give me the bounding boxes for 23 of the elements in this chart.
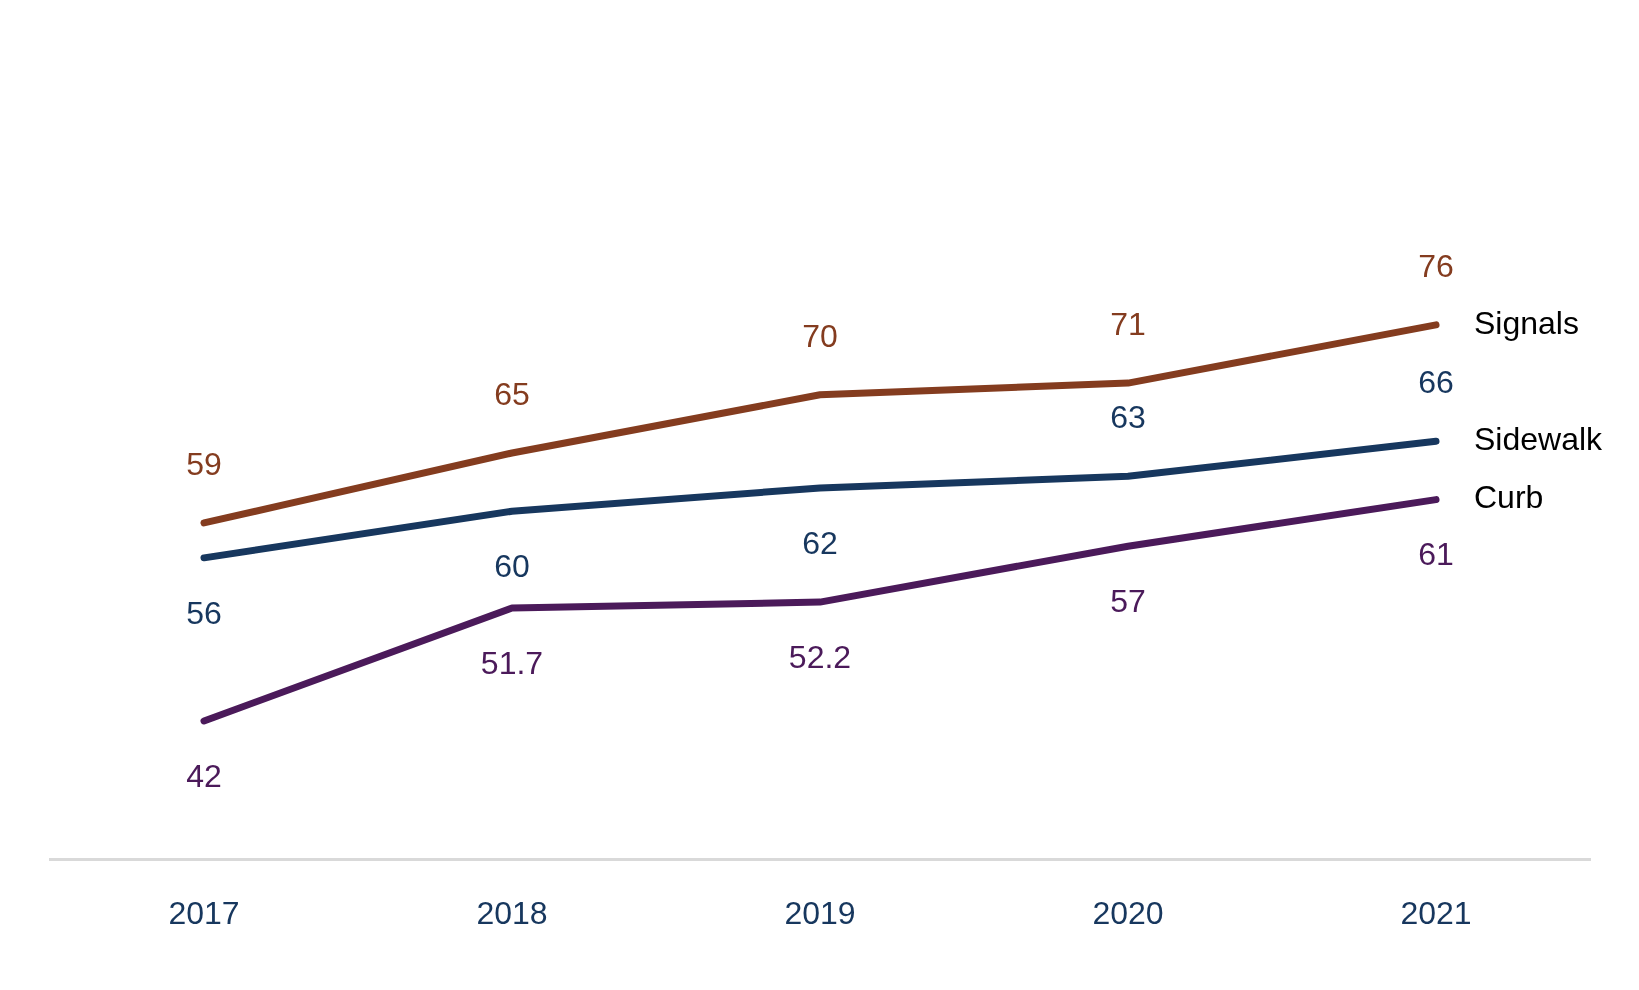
data-label: 70 bbox=[802, 317, 838, 354]
data-label: 52.2 bbox=[788, 638, 852, 675]
x-tick-label: 2020 bbox=[1092, 894, 1164, 931]
data-label: 59 bbox=[186, 445, 222, 482]
x-tick-label: 2019 bbox=[784, 894, 856, 931]
data-label: 42 bbox=[186, 757, 222, 794]
x-tick-label: 2017 bbox=[168, 894, 240, 931]
data-label: 57 bbox=[1110, 583, 1146, 620]
data-label: 65 bbox=[494, 375, 530, 412]
data-label: 60 bbox=[494, 548, 530, 585]
x-tick-label: 2018 bbox=[476, 894, 548, 931]
data-label: 63 bbox=[1110, 399, 1146, 436]
data-label: 62 bbox=[802, 524, 838, 561]
data-label: 71 bbox=[1110, 305, 1146, 342]
x-tick-label: 2021 bbox=[1400, 894, 1472, 931]
data-label: 61 bbox=[1418, 536, 1454, 573]
data-label: 66 bbox=[1418, 364, 1454, 401]
data-label: 76 bbox=[1418, 247, 1454, 284]
series-label: Signals bbox=[1474, 304, 1579, 341]
data-label: 51.7 bbox=[480, 644, 544, 681]
series-label: Curb bbox=[1474, 479, 1544, 516]
data-label: 56 bbox=[186, 594, 222, 631]
series-label: Sidewalk bbox=[1474, 421, 1604, 458]
